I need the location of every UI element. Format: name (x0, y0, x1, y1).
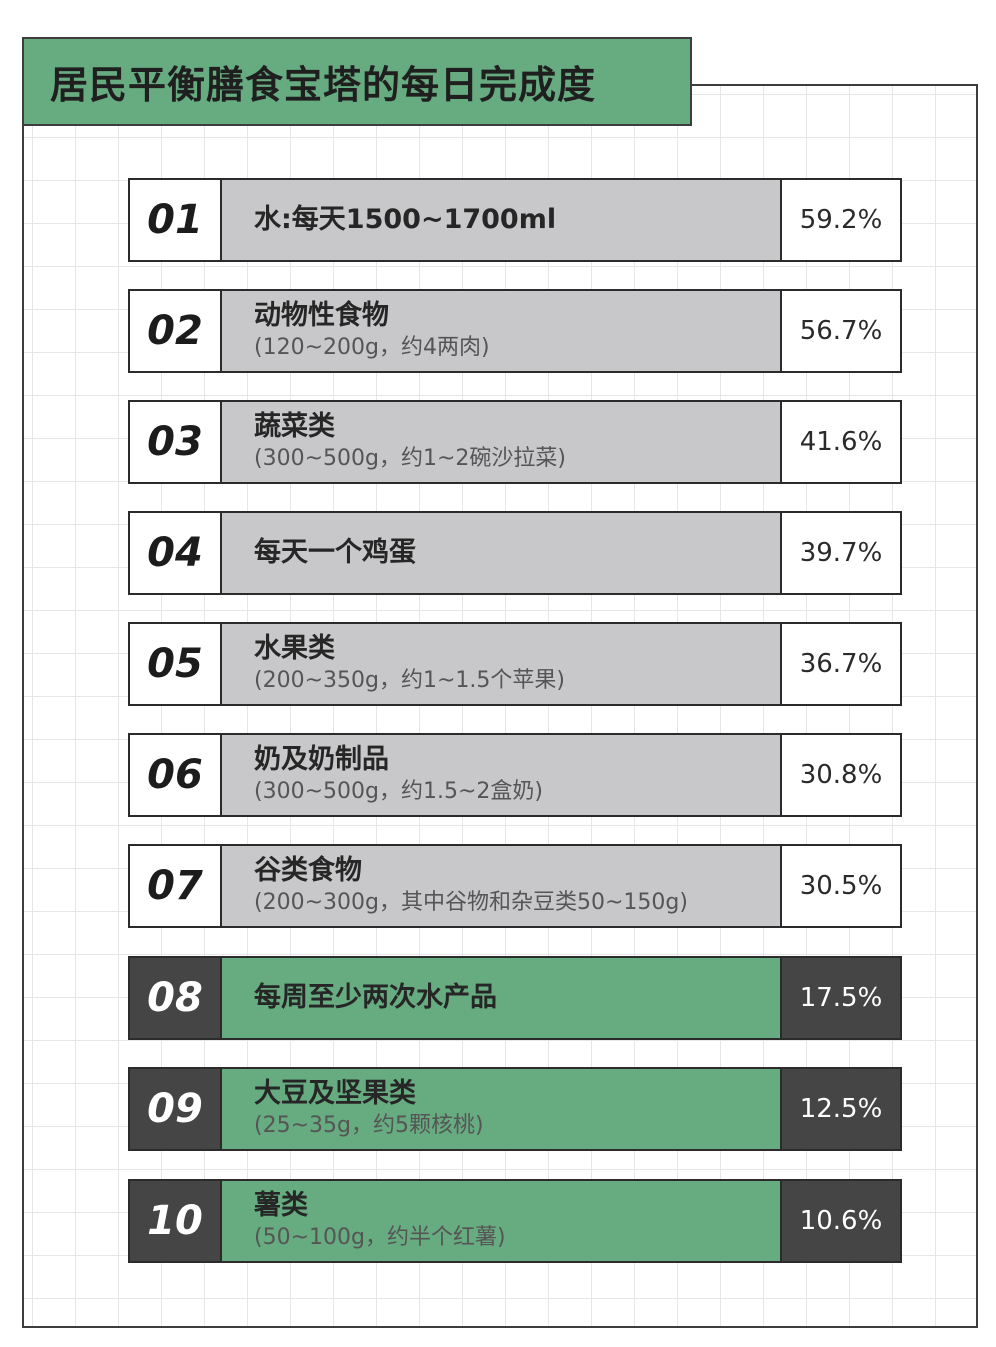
item-number: 08 (130, 958, 222, 1038)
list-item: 08 每周至少两次水产品 17.5% (128, 956, 902, 1040)
item-detail: (300~500g，约1.5~2盒奶) (254, 779, 543, 804)
item-percentage: 39.7% (780, 513, 900, 593)
list-item: 05 水果类 (200~350g，约1~1.5个苹果) 36.7% (128, 622, 902, 706)
item-label: 蔬菜类 (254, 411, 335, 442)
list-item: 03 蔬菜类 (300~500g，约1~2碗沙拉菜) 41.6% (128, 400, 902, 484)
item-number: 10 (130, 1181, 222, 1261)
item-number: 06 (130, 735, 222, 815)
item-label: 谷类食物 (254, 855, 362, 886)
item-label: 大豆及坚果类 (254, 1078, 416, 1109)
item-percentage: 36.7% (780, 624, 900, 704)
list-item: 02 动物性食物 (120~200g，约4两肉) 56.7% (128, 289, 902, 373)
item-number: 01 (130, 180, 222, 260)
item-percentage: 17.5% (780, 958, 900, 1038)
item-detail: (200~350g，约1~1.5个苹果) (254, 668, 565, 693)
title-banner: 居民平衡膳食宝塔的每日完成度 (22, 37, 692, 126)
item-label: 每周至少两次水产品 (254, 982, 497, 1013)
item-detail: (120~200g，约4两肉) (254, 335, 490, 360)
item-number: 05 (130, 624, 222, 704)
item-percentage: 41.6% (780, 402, 900, 482)
item-content: 动物性食物 (120~200g，约4两肉) (222, 291, 780, 371)
item-detail: (300~500g，约1~2碗沙拉菜) (254, 446, 566, 471)
list-item: 10 薯类 (50~100g，约半个红薯) 10.6% (128, 1179, 902, 1263)
item-number: 07 (130, 846, 222, 926)
item-number: 04 (130, 513, 222, 593)
item-percentage: 12.5% (780, 1069, 900, 1149)
list-item: 01 水:每天1500~1700ml 59.2% (128, 178, 902, 262)
item-detail: (25~35g，约5颗核桃) (254, 1113, 484, 1138)
item-number: 02 (130, 291, 222, 371)
item-content: 蔬菜类 (300~500g，约1~2碗沙拉菜) (222, 402, 780, 482)
item-percentage: 10.6% (780, 1181, 900, 1261)
item-content: 水果类 (200~350g，约1~1.5个苹果) (222, 624, 780, 704)
item-label: 奶及奶制品 (254, 744, 389, 775)
item-percentage: 59.2% (780, 180, 900, 260)
item-number: 03 (130, 402, 222, 482)
item-percentage: 56.7% (780, 291, 900, 371)
item-label: 薯类 (254, 1190, 308, 1221)
item-content: 每天一个鸡蛋 (222, 513, 780, 593)
item-content: 薯类 (50~100g，约半个红薯) (222, 1181, 780, 1261)
item-detail: (50~100g，约半个红薯) (254, 1225, 506, 1250)
item-percentage: 30.8% (780, 735, 900, 815)
item-number: 09 (130, 1069, 222, 1149)
item-content: 奶及奶制品 (300~500g，约1.5~2盒奶) (222, 735, 780, 815)
list-item: 04 每天一个鸡蛋 39.7% (128, 511, 902, 595)
list-item: 06 奶及奶制品 (300~500g，约1.5~2盒奶) 30.8% (128, 733, 902, 817)
item-label: 动物性食物 (254, 300, 389, 331)
item-content: 谷类食物 (200~300g，其中谷物和杂豆类50~150g) (222, 846, 780, 926)
item-percentage: 30.5% (780, 846, 900, 926)
item-label: 每天一个鸡蛋 (254, 537, 416, 568)
item-label: 水果类 (254, 633, 335, 664)
list-item: 09 大豆及坚果类 (25~35g，约5颗核桃) 12.5% (128, 1067, 902, 1151)
item-content: 水:每天1500~1700ml (222, 180, 780, 260)
item-detail: (200~300g，其中谷物和杂豆类50~150g) (254, 890, 688, 915)
list-item: 07 谷类食物 (200~300g，其中谷物和杂豆类50~150g) 30.5% (128, 844, 902, 928)
item-content: 大豆及坚果类 (25~35g，约5颗核桃) (222, 1069, 780, 1149)
item-content: 每周至少两次水产品 (222, 958, 780, 1038)
item-label: 水:每天1500~1700ml (254, 204, 557, 235)
page-title: 居民平衡膳食宝塔的每日完成度 (50, 63, 597, 107)
